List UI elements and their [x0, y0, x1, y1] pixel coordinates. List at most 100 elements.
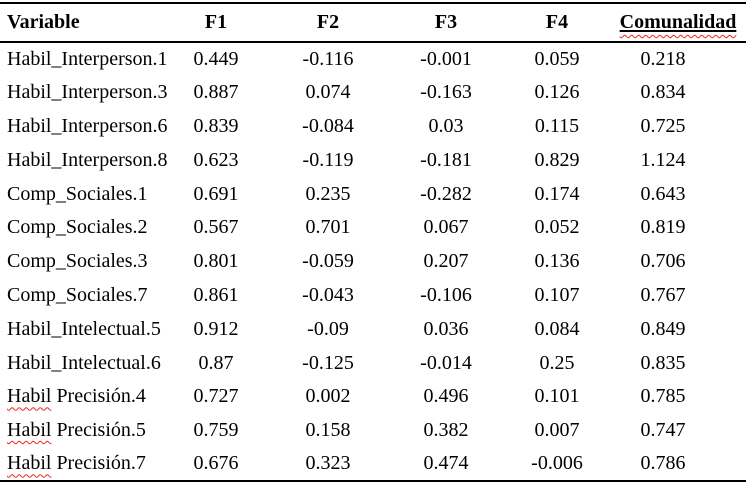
column-header-comunalidad-label: Comunalidad — [619, 11, 737, 33]
column-header-f2: F2 — [268, 3, 388, 42]
table-row: Habil Precisión.7 0.676 0.323 0.474 -0.006 0.… — [0, 448, 746, 482]
cell-f3: -0.014 — [420, 351, 472, 374]
cell-variable: Habil_Intelectual.5 — [7, 317, 161, 340]
table-row: Habil Precisión.4 0.727 0.002 0.496 0.101 0.7… — [0, 380, 746, 414]
cell-f2: -0.09 — [307, 317, 349, 340]
table-row: Comp_Sociales.7 0.861 -0.043 -0.106 0.107 0.7… — [0, 279, 746, 313]
cell-f2: -0.084 — [302, 114, 354, 137]
column-header-variable-label: Variable — [7, 11, 80, 33]
cell-f1: 0.839 — [193, 114, 239, 137]
table-row: Comp_Sociales.2 0.567 0.701 0.067 0.052 0.819 — [0, 211, 746, 245]
cell-comunalidad: 0.786 — [640, 452, 686, 475]
table-row: Comp_Sociales.1 0.691 0.235 -0.282 0.174 0.64… — [0, 177, 746, 211]
cell-comunalidad: 0.849 — [640, 317, 686, 340]
column-header-f4-label: F4 — [545, 11, 569, 33]
misspelled-word: Habil — [7, 452, 52, 475]
table-row: Habil_Interperson.6 0.839 -0.084 0.03 0.115 0… — [0, 110, 746, 144]
cell-f1: 0.801 — [193, 250, 239, 273]
cell-variable: Comp_Sociales.3 — [7, 250, 148, 273]
cell-variable: Habil_Intelectual.6 — [7, 351, 161, 374]
cell-f3: -0.163 — [420, 81, 472, 104]
cell-f3: 0.496 — [423, 385, 469, 408]
cell-f3: -0.001 — [420, 47, 472, 70]
cell-comunalidad: 0.819 — [640, 216, 686, 239]
cell-f3: 0.067 — [423, 216, 469, 239]
column-header-f3: F3 — [388, 3, 504, 42]
cell-variable: Habil Precisión.5 — [7, 419, 146, 442]
cell-variable: Habil Precisión.7 — [7, 452, 146, 475]
cell-f2: -0.116 — [302, 47, 354, 70]
cell-f4: 0.136 — [534, 250, 580, 273]
cell-f1: 0.623 — [193, 148, 239, 171]
cell-f4: 0.829 — [534, 148, 580, 171]
cell-f2: -0.043 — [302, 283, 354, 306]
cell-f1: 0.727 — [193, 385, 239, 408]
table-body: Habil_Interperson.1 0.449 -0.116 -0.001 0.05… — [0, 42, 746, 482]
cell-f3: 0.382 — [423, 419, 469, 442]
cell-f4: 0.126 — [534, 81, 580, 104]
cell-comunalidad: 0.218 — [640, 47, 686, 70]
cell-f1: 0.676 — [193, 452, 239, 475]
cell-variable: Habil_Interperson.6 — [7, 114, 168, 137]
cell-f3: -0.282 — [420, 182, 472, 205]
table-row: Habil Precisión.5 0.759 0.158 0.382 0.007 0.7… — [0, 414, 746, 448]
cell-f2: -0.125 — [302, 351, 354, 374]
cell-variable: Habil Precisión.4 — [7, 385, 146, 408]
cell-f4: 0.059 — [534, 47, 580, 70]
table-row: Habil_Interperson.3 0.887 0.074 -0.163 0.126… — [0, 76, 746, 110]
cell-f3: -0.106 — [420, 283, 472, 306]
cell-f2: 0.158 — [305, 419, 351, 442]
misspelled-word: Habil — [7, 385, 52, 408]
cell-f2: -0.119 — [302, 148, 354, 171]
cell-variable: Habil_Interperson.8 — [7, 148, 168, 171]
table-row: Comp_Sociales.3 0.801 -0.059 0.207 0.136 0.70… — [0, 245, 746, 279]
cell-f1: 0.567 — [193, 216, 239, 239]
table-row: Habil_Interperson.1 0.449 -0.116 -0.001 0.05… — [0, 42, 746, 76]
cell-f1: 0.861 — [193, 283, 239, 306]
column-header-f3-label: F3 — [434, 11, 458, 33]
cell-f2: 0.323 — [305, 452, 351, 475]
cell-f4: -0.006 — [531, 452, 583, 475]
cell-f4: 0.007 — [534, 419, 580, 442]
cell-f4: 0.084 — [534, 317, 580, 340]
cell-f3: 0.03 — [428, 114, 464, 137]
spellcheck-squiggle-underline: Comunalidad — [620, 11, 737, 33]
column-header-f1-label: F1 — [204, 11, 228, 33]
table-row: Habil_Intelectual.6 0.87 -0.125 -0.014 0.25 0… — [0, 346, 746, 380]
table-row: Habil_Interperson.8 0.623 -0.119 -0.181 0.82… — [0, 143, 746, 177]
cell-comunalidad: 0.747 — [640, 419, 686, 442]
column-header-f2-label: F2 — [316, 11, 340, 33]
cell-f4: 0.052 — [534, 216, 580, 239]
cell-variable: Comp_Sociales.7 — [7, 283, 148, 306]
cell-f2: 0.074 — [305, 81, 351, 104]
cell-f1: 0.887 — [193, 81, 239, 104]
cell-comunalidad: 0.835 — [640, 351, 686, 374]
cell-variable: Habil_Interperson.3 — [7, 81, 168, 104]
cell-f4: 0.25 — [539, 351, 575, 374]
table-row: Habil_Intelectual.5 0.912 -0.09 0.036 0.084 0… — [0, 312, 746, 346]
cell-f2: -0.059 — [302, 250, 354, 273]
cell-f2: 0.235 — [305, 182, 351, 205]
cell-f3: 0.036 — [423, 317, 469, 340]
cell-f4: 0.174 — [534, 182, 580, 205]
column-header-comunalidad: Comunalidad — [610, 3, 746, 42]
cell-comunalidad: 0.643 — [640, 182, 686, 205]
column-header-f1: F1 — [164, 3, 268, 42]
cell-comunalidad: 0.706 — [640, 250, 686, 273]
cell-variable: Comp_Sociales.2 — [7, 216, 148, 239]
cell-f2: 0.701 — [305, 216, 351, 239]
cell-variable: Comp_Sociales.1 — [7, 182, 148, 205]
column-header-variable: Variable — [0, 3, 164, 42]
cell-f1: 0.87 — [198, 351, 234, 374]
cell-f1: 0.912 — [193, 317, 239, 340]
cell-f4: 0.115 — [534, 114, 580, 137]
cell-f3: 0.207 — [423, 250, 469, 273]
cell-comunalidad: 0.785 — [640, 385, 686, 408]
cell-f4: 0.107 — [534, 283, 580, 306]
misspelled-word: Habil — [7, 419, 52, 442]
cell-f1: 0.759 — [193, 419, 239, 442]
cell-f4: 0.101 — [534, 385, 580, 408]
table-header: Variable F1 F2 F3 F4 Comunalidad — [0, 3, 746, 42]
